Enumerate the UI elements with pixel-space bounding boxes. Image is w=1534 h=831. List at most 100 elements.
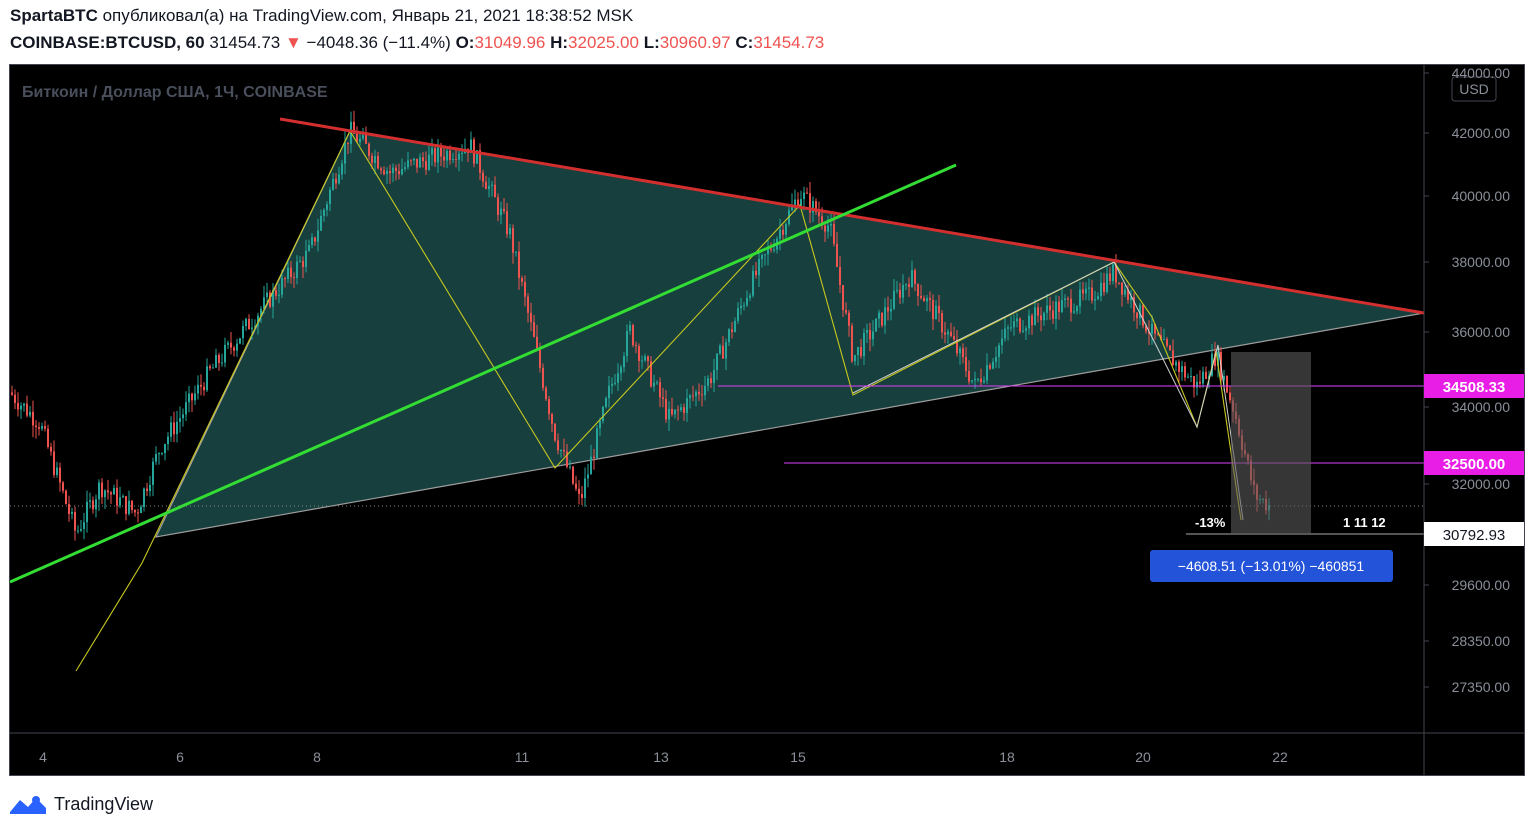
candle-body [638, 346, 640, 361]
level-label-34508: 34508.33 [1443, 379, 1506, 396]
candle-body [1172, 350, 1174, 366]
candle-body [695, 391, 697, 397]
candle-body [1139, 304, 1141, 319]
candle-body [20, 405, 22, 410]
candle-body [230, 342, 232, 348]
candle-body [1175, 361, 1177, 366]
candle-body [248, 318, 250, 330]
price-tick-label: 34000.00 [1452, 399, 1511, 415]
candle-body [1223, 376, 1225, 381]
candle-body [599, 420, 601, 429]
high-value: 32025.00 [568, 33, 639, 52]
candle-body [17, 402, 19, 410]
candle-body [668, 408, 670, 420]
candle-body [320, 215, 322, 231]
candle-body [344, 142, 346, 164]
tradingview-logo-icon [10, 796, 46, 814]
candle-body [119, 497, 121, 506]
candle-body [1166, 339, 1168, 346]
candle-body [1205, 371, 1207, 379]
candle-body [212, 367, 214, 369]
candle-body [284, 278, 286, 280]
candle-body [377, 156, 379, 169]
candle-body [743, 305, 745, 307]
candle-body [1070, 298, 1072, 313]
candle-body [293, 277, 295, 279]
candle-body [332, 178, 334, 190]
candle-body [1181, 366, 1183, 372]
candle-body [848, 312, 850, 326]
candle-body [554, 423, 556, 441]
candle-body [800, 199, 802, 207]
candle-body [146, 488, 148, 492]
currency-badge[interactable] [1451, 76, 1497, 102]
price-tick-label: 28350.00 [1452, 633, 1511, 649]
candle-body [548, 399, 550, 415]
symbol-label[interactable]: COINBASE:BTCUSD, 60 [10, 33, 205, 52]
candle-body [380, 168, 382, 171]
candle-body [491, 184, 493, 186]
candle-body [1190, 376, 1192, 378]
candle-body [1088, 287, 1090, 289]
candle-body [257, 315, 259, 326]
candle-body [1010, 327, 1012, 329]
candle-body [1121, 282, 1123, 295]
resistance-line[interactable] [279, 117, 1425, 315]
candle-body [962, 348, 964, 358]
chart-area[interactable]: -13% 1 11 12 −4608.51 (−13.01%) −460851 … [9, 64, 1525, 776]
candle-body [218, 354, 220, 363]
candle-body [944, 332, 946, 335]
candle-body [677, 409, 679, 411]
open-label: O: [455, 33, 475, 52]
candle-body [245, 318, 247, 326]
white-wave-line[interactable] [852, 261, 1244, 521]
trend-line[interactable] [9, 163, 957, 584]
price-axis[interactable]: 44000.00 42000.00 40000.00 38000.00 36000.00… [1424, 65, 1510, 695]
candle-body [527, 296, 529, 313]
chart-svg[interactable]: -13% 1 11 12 −4608.51 (−13.01%) −460851 … [9, 65, 1524, 775]
candle-body [143, 488, 145, 507]
candle-body [1064, 298, 1066, 301]
candle-body [644, 356, 646, 361]
candle-body [872, 331, 874, 340]
time-tick-label: 11 [515, 749, 530, 765]
candle-body [1145, 325, 1147, 332]
candle-body [734, 320, 736, 332]
candle-body [41, 426, 43, 429]
candle-body [311, 237, 313, 246]
candle-body [995, 356, 997, 362]
author-name[interactable]: SpartaBTC [10, 6, 98, 25]
measure-tooltip-text: −4608.51 (−13.01%) −460851 [1178, 558, 1365, 574]
candle-body [1007, 327, 1009, 329]
candle-body [431, 148, 433, 155]
time-tick-label: 20 [1135, 749, 1151, 765]
candle-body [566, 451, 568, 467]
footer-brand[interactable]: TradingView [8, 792, 153, 816]
candle-body [14, 394, 16, 403]
price-tick-label: 27350.00 [1452, 679, 1511, 695]
candle-body [488, 185, 490, 189]
candle-body [1193, 376, 1195, 388]
candle-body [1142, 304, 1144, 326]
candle-body [731, 329, 733, 332]
candle-body [434, 148, 436, 163]
price-tick-label: 44000.00 [1452, 65, 1511, 81]
candle-body [899, 289, 901, 298]
measure-box[interactable] [1231, 352, 1311, 533]
candle-body [254, 325, 256, 328]
candle-body [68, 504, 70, 514]
candle-body [266, 292, 268, 298]
candle-body [338, 174, 340, 184]
candle-body [305, 250, 307, 268]
candle-body [1079, 289, 1081, 307]
candle-body [224, 344, 226, 363]
candle-body [1169, 345, 1171, 351]
candles-group [11, 110, 1270, 541]
time-axis[interactable]: 4 6 8 11 13 15 18 20 22 [39, 749, 1288, 765]
candle-body [1025, 328, 1027, 331]
candle-body [461, 152, 463, 154]
candle-body [1034, 307, 1036, 326]
candle-body [860, 347, 862, 357]
candle-body [263, 297, 265, 309]
candle-body [335, 178, 337, 184]
